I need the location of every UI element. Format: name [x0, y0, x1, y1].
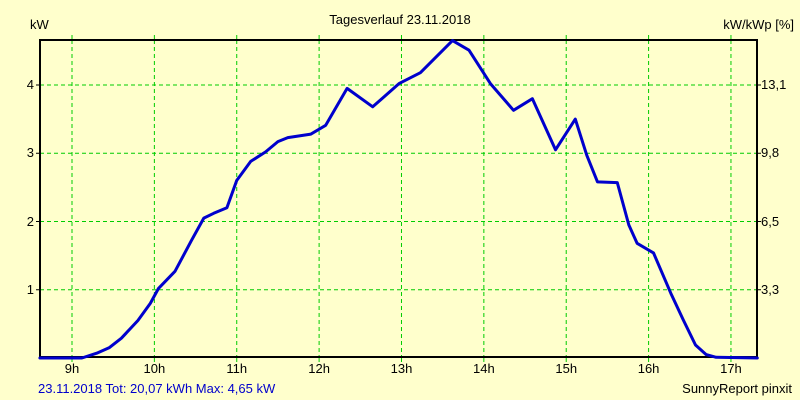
- right-axis-tick-label: 9,8: [761, 145, 780, 161]
- x-axis-tick-label: 11h: [226, 361, 248, 376]
- right-axis-unit-label: kW/kWp [%]: [723, 17, 794, 32]
- footer-summary-text: 23.11.2018 Tot: 20,07 kWh Max: 4,65 kW: [38, 381, 276, 396]
- x-axis-tick-label: 9h: [64, 361, 80, 376]
- x-axis-tick-label: 13h: [390, 361, 413, 376]
- left-axis-tick-label: 2: [26, 213, 34, 229]
- power-curve-line: [38, 39, 759, 360]
- x-axis-tick-label: 10h: [143, 361, 166, 376]
- x-axis-tick-label: 14h: [472, 361, 495, 376]
- left-axis-tick-label: 4: [26, 77, 34, 92]
- right-axis-tick-label: 6,5: [761, 213, 780, 229]
- plot-border: [39, 39, 758, 358]
- x-axis-tick-label: 12h: [308, 361, 330, 376]
- left-axis-unit-label: kW: [30, 17, 49, 32]
- footer-branding-text: SunnyReport pinxit: [682, 381, 792, 396]
- x-axis-tick-label: 15h: [555, 361, 578, 376]
- left-axis-tick-label: 3: [26, 145, 34, 161]
- right-axis-tick-label: 13,1: [761, 77, 787, 92]
- x-axis-tick-label: 16h: [637, 361, 660, 376]
- chart-title: Tagesverlauf 23.11.2018: [329, 12, 471, 27]
- right-axis-tick-label: 3,3: [761, 281, 780, 297]
- left-axis-tick-label: 1: [26, 281, 34, 297]
- x-axis-tick-label: 17h: [720, 361, 742, 376]
